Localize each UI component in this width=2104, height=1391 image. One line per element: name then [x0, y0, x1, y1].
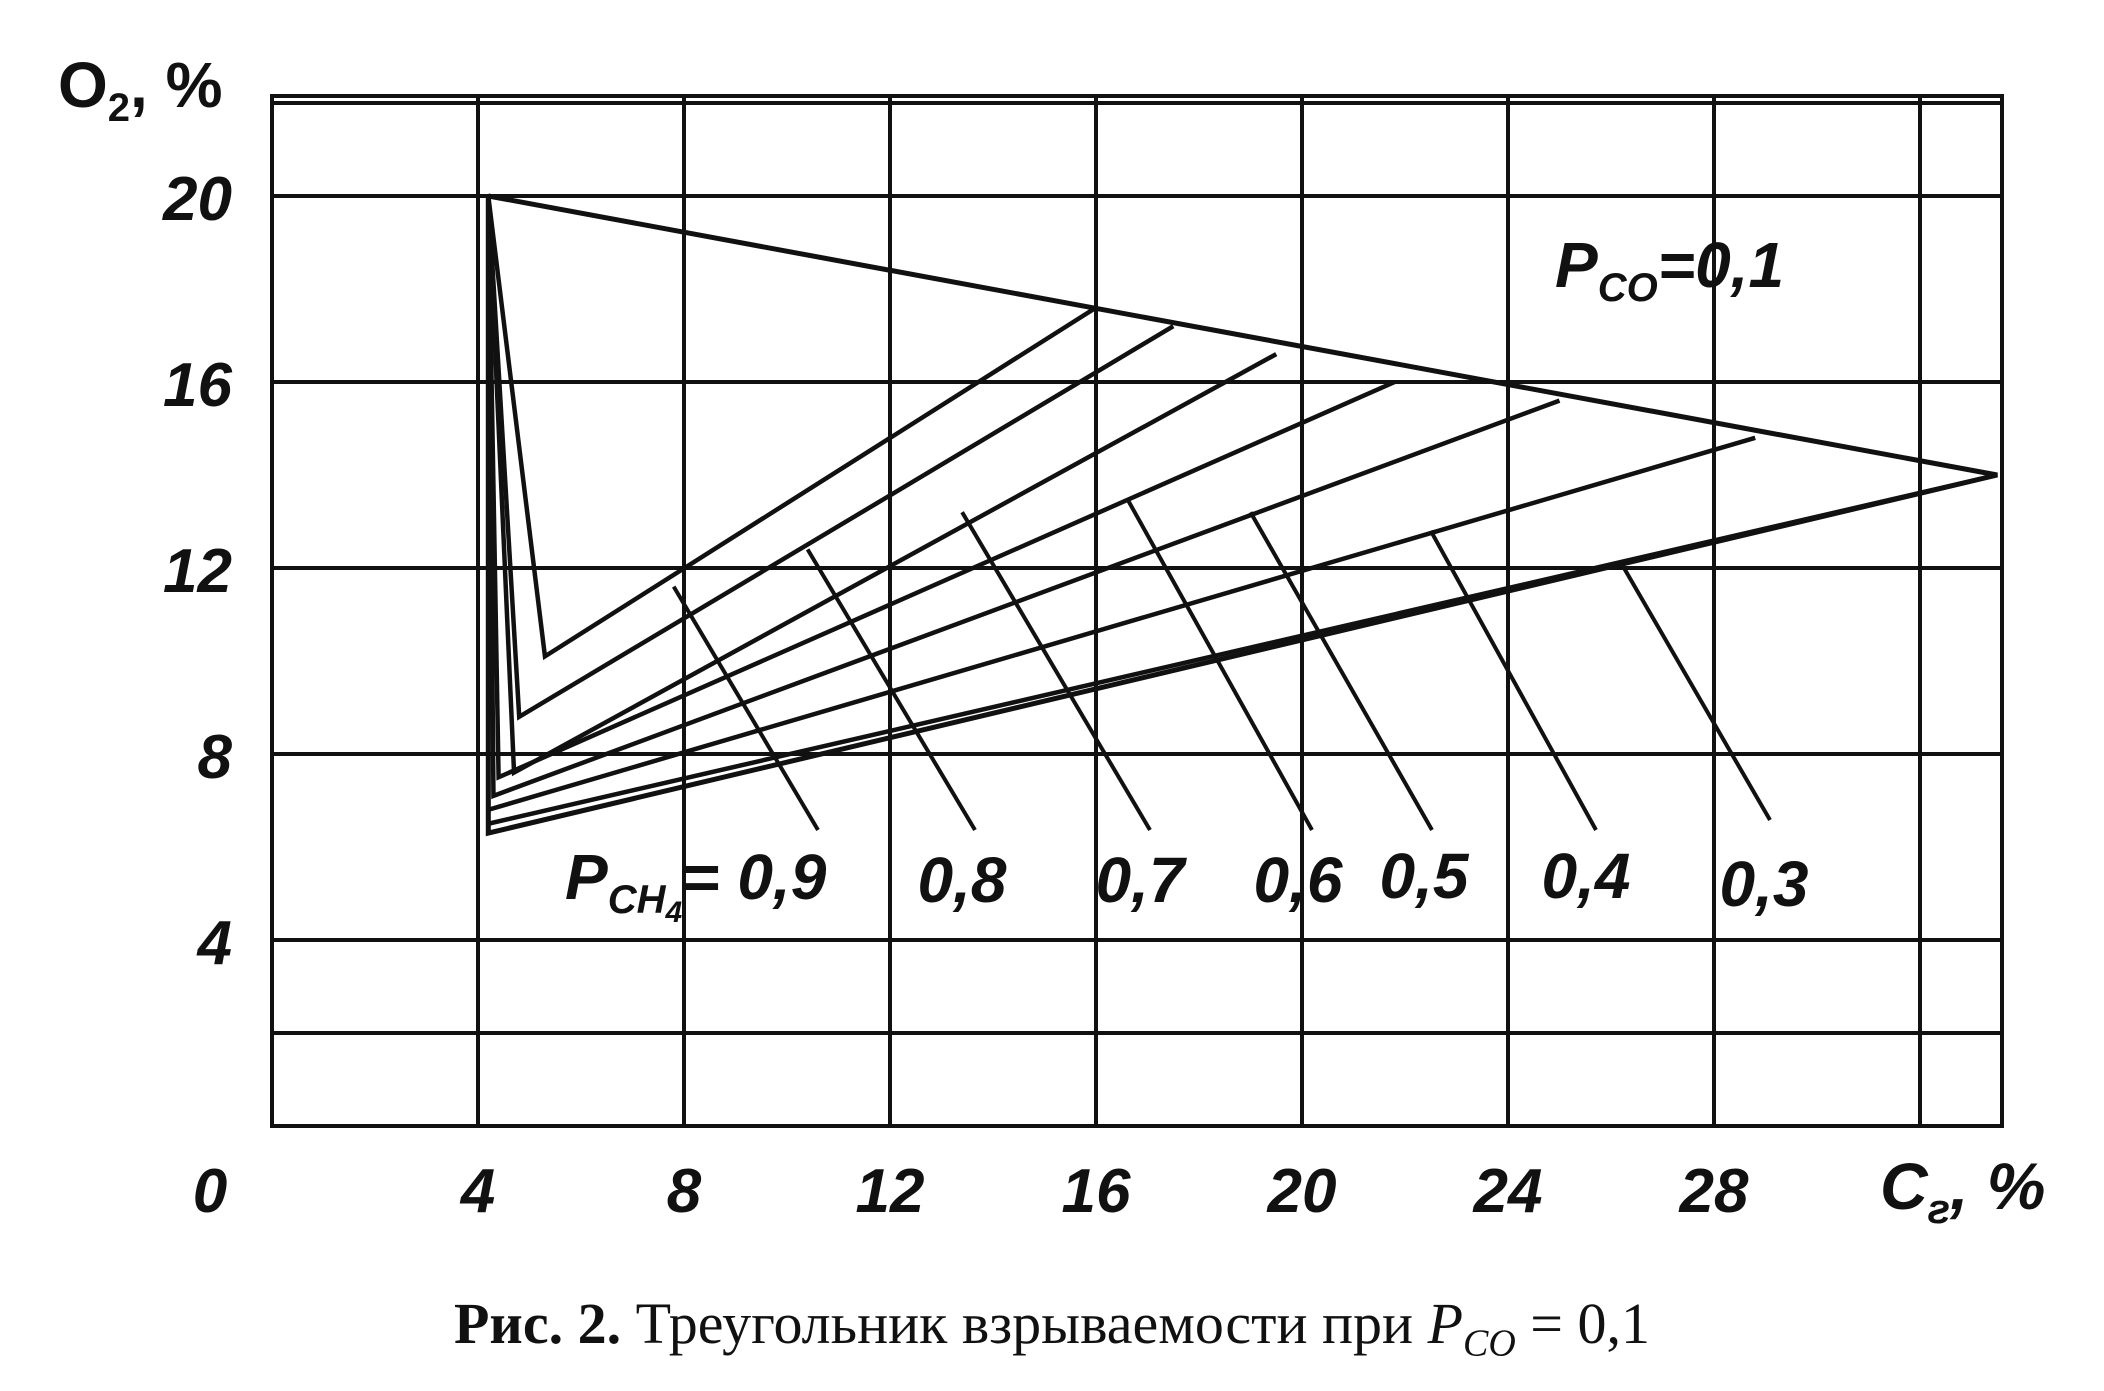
leader-line-0-6 — [1125, 497, 1314, 831]
pco-value: =0,1 — [1657, 229, 1785, 301]
series-line-0-6 — [486, 195, 1396, 781]
pco-annotation: PCO=0,1 — [1555, 228, 1784, 311]
pch4-value: = 0,9 — [682, 841, 827, 913]
y-tick-label: 8 — [198, 723, 233, 792]
x-axis-title-sub: г — [1927, 1185, 1951, 1233]
leader-line-0-4 — [1428, 529, 1598, 831]
series-line-0-8 — [486, 195, 1175, 721]
pch4-subsub: 4 — [665, 895, 683, 929]
pch4-sub: CH4 — [607, 877, 682, 929]
leader-line-0-9 — [671, 585, 820, 832]
pco-sub: CO — [1597, 265, 1658, 310]
y-axis-title-main: O — [58, 49, 108, 121]
series-line-0-9 — [486, 195, 1098, 661]
curve-label: 0,3 — [1720, 848, 1809, 920]
leader-line-0-7 — [960, 511, 1152, 832]
label-leaders — [671, 497, 1772, 832]
x-axis-title-main: C — [1880, 1149, 1928, 1223]
curve-label: 0,5 — [1380, 840, 1470, 912]
grid — [270, 94, 2004, 1128]
x-tick-label: 28 — [1679, 1157, 1749, 1226]
y-tick-label: 4 — [196, 909, 232, 978]
caption-text: Треугольник взрываемости при — [621, 1291, 1428, 1356]
y-axis-title: O2, % — [58, 48, 223, 131]
series-lines — [486, 195, 1998, 827]
tick-labels: 0 4 8 12 16 20 24 28 4 8 12 16 20 — [162, 165, 1749, 1226]
curve-label: 0,4 — [1542, 840, 1631, 912]
x-tick-label: 8 — [667, 1157, 702, 1226]
caption-var: P — [1427, 1291, 1463, 1356]
curve-labels: 0,8 0,7 0,6 0,5 0,4 0,3 — [918, 840, 1809, 920]
y-axis-title-sub: 2 — [107, 85, 131, 130]
x-tick-label: 4 — [459, 1157, 495, 1226]
pch4-sub-text: CH — [607, 877, 666, 922]
x-tick-label: 0 — [193, 1157, 227, 1226]
leader-line-0-3 — [1619, 562, 1772, 822]
leader-line-0-5 — [1248, 511, 1434, 831]
x-tick-label: 12 — [856, 1157, 925, 1226]
x-tick-label: 24 — [1473, 1157, 1543, 1226]
x-axis-title-suffix: , % — [1950, 1149, 2046, 1223]
caption-number: Рис. 2. — [453, 1291, 622, 1356]
figure-caption: Рис. 2. Треугольник взрываемости при PCO… — [0, 1290, 2104, 1366]
caption-tail: = 0,1 — [1515, 1291, 1651, 1356]
pco-main: P — [1555, 229, 1598, 301]
curve-label: 0,7 — [1096, 844, 1188, 916]
curve-label: 0,8 — [918, 844, 1007, 916]
y-tick-label: 20 — [162, 165, 232, 234]
x-tick-label: 20 — [1267, 1157, 1337, 1226]
pch4-annotation: PCH4= 0,9 — [565, 840, 826, 930]
leader-line-0-8 — [805, 548, 977, 832]
y-tick-label: 16 — [163, 351, 232, 420]
curve-label: 0,6 — [1254, 844, 1343, 916]
series-line-0-3 — [486, 196, 1998, 827]
x-tick-label: 16 — [1062, 1157, 1131, 1226]
caption-var-sub: CO — [1463, 1322, 1516, 1365]
y-axis-title-suffix: , % — [130, 49, 223, 121]
y-tick-label: 12 — [163, 537, 232, 606]
x-axis-title: Cг, % — [1880, 1148, 2045, 1233]
pch4-main: P — [565, 841, 608, 913]
